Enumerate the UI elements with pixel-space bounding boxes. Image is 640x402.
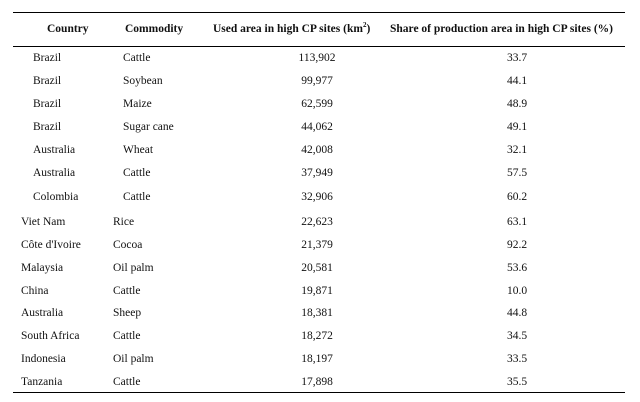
cell-country: Tanzania: [21, 376, 63, 388]
cell-commodity: Cattle: [113, 376, 141, 388]
table-row: South Africa Cattle 18,272 34.5: [13, 326, 625, 348]
cell-commodity: Oil palm: [113, 353, 154, 365]
table-row: Australia Sheep 18,381 44.8: [13, 303, 625, 325]
header-area-sup: 2: [362, 21, 367, 30]
cell-area: 17,898: [301, 376, 333, 388]
header-area-text: Used area in high CP sites (km: [213, 23, 363, 35]
cell-country: Australia: [33, 167, 76, 179]
cell-share: 33.7: [506, 52, 528, 64]
cell-share: 49.1: [506, 121, 528, 133]
cell-area: 32,906: [301, 191, 333, 203]
cell-country: Brazil: [33, 75, 62, 87]
cell-country: South Africa: [21, 330, 80, 342]
table-row: Colombia Cattle 32,906 60.2: [13, 187, 625, 209]
table-row: Brazil Cattle 113,902 33.7: [13, 48, 625, 70]
header-area-close: ): [366, 23, 371, 35]
table-header: Country Commodity Used area in high CP s…: [13, 13, 625, 47]
cell-area: 37,949: [301, 167, 333, 179]
table-row: Malaysia Oil palm 20,581 53.6: [13, 258, 625, 280]
cell-share: 60.2: [506, 191, 528, 203]
cell-commodity: Rice: [113, 216, 135, 228]
cell-country: Brazil: [33, 52, 62, 64]
cell-area: 99,977: [301, 75, 333, 87]
cell-commodity: Soybean: [123, 75, 163, 87]
cell-share: 53.6: [506, 262, 528, 274]
header-area: Used area in high CP sites (km2): [213, 21, 371, 35]
table-row: Australia Cattle 37,949 57.5: [13, 163, 625, 185]
data-table: Country Commodity Used area in high CP s…: [13, 12, 625, 393]
cell-area: 22,623: [301, 216, 333, 228]
cell-area: 42,008: [301, 144, 333, 156]
cell-share: 92.2: [506, 239, 528, 251]
cell-share: 34.5: [506, 330, 528, 342]
table-row: Côte d'Ivoire Cocoa 21,379 92.2: [13, 235, 625, 257]
cell-commodity: Cattle: [123, 191, 151, 203]
header-country: Country: [47, 23, 89, 35]
cell-commodity: Cattle: [123, 167, 151, 179]
cell-share: 32.1: [506, 144, 528, 156]
table-row: Tanzania Cattle 17,898 35.5: [13, 372, 625, 394]
cell-commodity: Sugar cane: [123, 121, 174, 133]
table-row: China Cattle 19,871 10.0: [13, 281, 625, 303]
cell-share: 33.5: [506, 353, 528, 365]
table-row: Brazil Sugar cane 44,062 49.1: [13, 117, 625, 139]
cell-area: 18,272: [301, 330, 333, 342]
cell-area: 18,197: [301, 353, 333, 365]
cell-country: Côte d'Ivoire: [21, 239, 81, 251]
cell-commodity: Cattle: [113, 285, 141, 297]
cell-area: 18,381: [301, 307, 333, 319]
cell-share: 35.5: [506, 376, 528, 388]
cell-commodity: Cocoa: [113, 239, 143, 251]
header-share: Share of production area in high CP site…: [390, 23, 613, 35]
cell-area: 20,581: [301, 262, 333, 274]
cell-country: Indonesia: [21, 353, 66, 365]
table-row: Viet Nam Rice 22,623 63.1: [13, 212, 625, 234]
table-row: Australia Wheat 42,008 32.1: [13, 140, 625, 162]
cell-country: Australia: [21, 307, 64, 319]
cell-commodity: Cattle: [113, 330, 141, 342]
cell-commodity: Maize: [123, 98, 152, 110]
cell-country: Australia: [33, 144, 76, 156]
cell-country: China: [21, 285, 49, 297]
table-row: Brazil Soybean 99,977 44.1: [13, 71, 625, 93]
table-row: Indonesia Oil palm 18,197 33.5: [13, 349, 625, 371]
cell-country: Malaysia: [21, 262, 64, 274]
cell-share: 63.1: [506, 216, 528, 228]
cell-country: Colombia: [33, 191, 79, 203]
cell-country: Viet Nam: [21, 216, 66, 228]
table-row: Brazil Maize 62,599 48.9: [13, 94, 625, 116]
cell-share: 44.1: [506, 75, 528, 87]
cell-share: 48.9: [506, 98, 528, 110]
cell-commodity: Wheat: [123, 144, 154, 156]
cell-area: 19,871: [301, 285, 333, 297]
cell-share: 10.0: [506, 285, 528, 297]
cell-commodity: Sheep: [113, 307, 142, 319]
cell-country: Brazil: [33, 98, 62, 110]
cell-share: 57.5: [506, 167, 528, 179]
cell-area: 62,599: [301, 98, 333, 110]
cell-country: Brazil: [33, 121, 62, 133]
cell-area: 21,379: [301, 239, 333, 251]
cell-area: 113,902: [298, 52, 336, 64]
cell-area: 44,062: [301, 121, 333, 133]
cell-share: 44.8: [506, 307, 528, 319]
cell-commodity: Cattle: [123, 52, 151, 64]
cell-commodity: Oil palm: [113, 262, 154, 274]
header-commodity: Commodity: [125, 23, 184, 35]
